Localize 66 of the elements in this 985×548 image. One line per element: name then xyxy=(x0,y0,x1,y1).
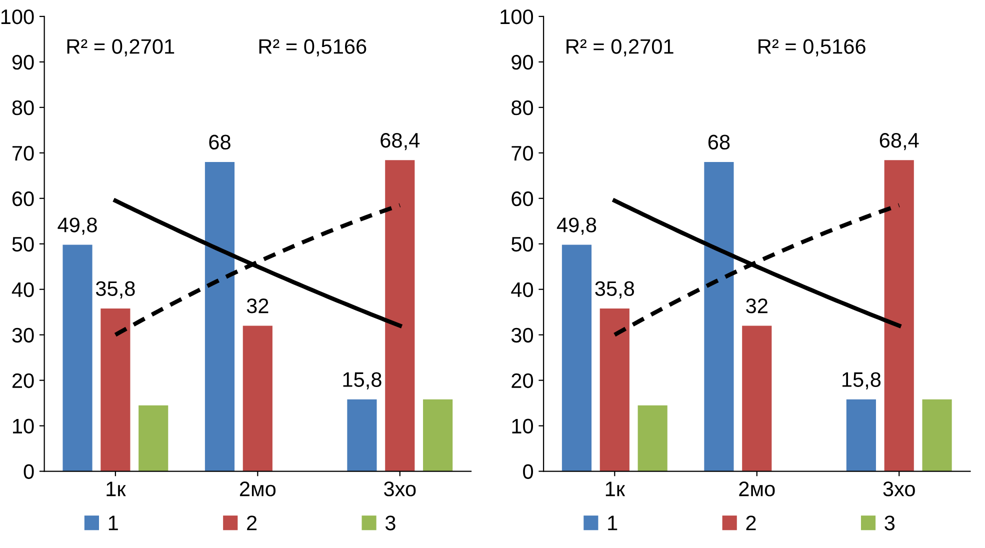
y-tick-label: 50 xyxy=(12,236,34,252)
x-tick-label: 1к xyxy=(606,482,626,496)
data-label: 49,8 xyxy=(58,218,97,235)
bar xyxy=(638,405,668,472)
data-label: 35,8 xyxy=(595,281,634,298)
legend-label: 1 xyxy=(108,516,118,530)
y-tick-label: 60 xyxy=(12,191,34,206)
bar xyxy=(242,326,272,472)
bar xyxy=(742,326,772,472)
y-tick-label: 80 xyxy=(512,100,534,116)
y-tick-label: 20 xyxy=(12,373,34,388)
bar xyxy=(846,399,876,472)
y-tick-label: 50 xyxy=(511,236,534,252)
legend-label: 2 xyxy=(746,516,756,530)
legend-label: 3 xyxy=(884,516,895,530)
data-label: 68,4 xyxy=(380,132,420,150)
bar xyxy=(562,244,592,472)
bar xyxy=(347,399,377,472)
y-tick-label: 0 xyxy=(523,464,534,480)
data-label: 35,8 xyxy=(96,281,135,298)
x-tick-label: 3хо xyxy=(384,482,416,496)
x-tick-label: 1к xyxy=(106,482,126,496)
legend-label: 2 xyxy=(247,516,257,530)
annotation: R² = 0,2701 xyxy=(566,39,674,56)
x-tick-label: 3хо xyxy=(883,482,915,496)
y-tick-label: 0 xyxy=(24,464,34,480)
x-tick-label: 2мо xyxy=(240,482,276,496)
annotation: R² = 0,5166 xyxy=(259,39,366,56)
data-label: 15,8 xyxy=(842,372,881,390)
y-tick-label: 60 xyxy=(512,191,534,206)
data-label: 68,4 xyxy=(880,132,919,150)
y-tick-label: 100 xyxy=(500,9,534,24)
y-tick-label: 30 xyxy=(12,328,34,343)
legend-label: 1 xyxy=(608,516,618,530)
y-tick-label: 70 xyxy=(12,146,34,161)
annotation: R² = 0,2701 xyxy=(67,39,174,56)
bar xyxy=(704,162,734,472)
legend-label: 3 xyxy=(385,516,396,530)
bar xyxy=(423,399,453,472)
y-tick-label: 10 xyxy=(13,418,34,434)
bar xyxy=(385,160,415,472)
bar xyxy=(204,162,235,472)
data-label: 32 xyxy=(746,298,768,314)
annotation: R² = 0,5166 xyxy=(758,39,866,56)
y-tick-label: 20 xyxy=(512,373,534,388)
bar xyxy=(138,405,168,472)
y-tick-label: 10 xyxy=(512,418,534,434)
bar xyxy=(100,308,130,472)
y-tick-label: 40 xyxy=(511,282,534,298)
y-tick-label: 100 xyxy=(1,9,34,24)
data-label: 32 xyxy=(246,298,268,314)
bar xyxy=(62,244,92,472)
x-tick-label: 2мо xyxy=(739,482,775,496)
data-label: 49,8 xyxy=(556,218,596,235)
bar xyxy=(884,160,914,472)
y-tick-label: 90 xyxy=(512,54,534,70)
y-tick-label: 70 xyxy=(512,146,534,161)
y-tick-label: 80 xyxy=(12,100,34,116)
y-tick-label: 90 xyxy=(12,54,34,70)
y-tick-label: 30 xyxy=(511,328,534,343)
bar xyxy=(922,399,952,472)
data-label: 68 xyxy=(708,134,730,150)
bar xyxy=(600,308,630,472)
data-label: 68 xyxy=(209,134,230,150)
data-label: 15,8 xyxy=(343,372,382,390)
y-tick-label: 40 xyxy=(12,282,34,298)
